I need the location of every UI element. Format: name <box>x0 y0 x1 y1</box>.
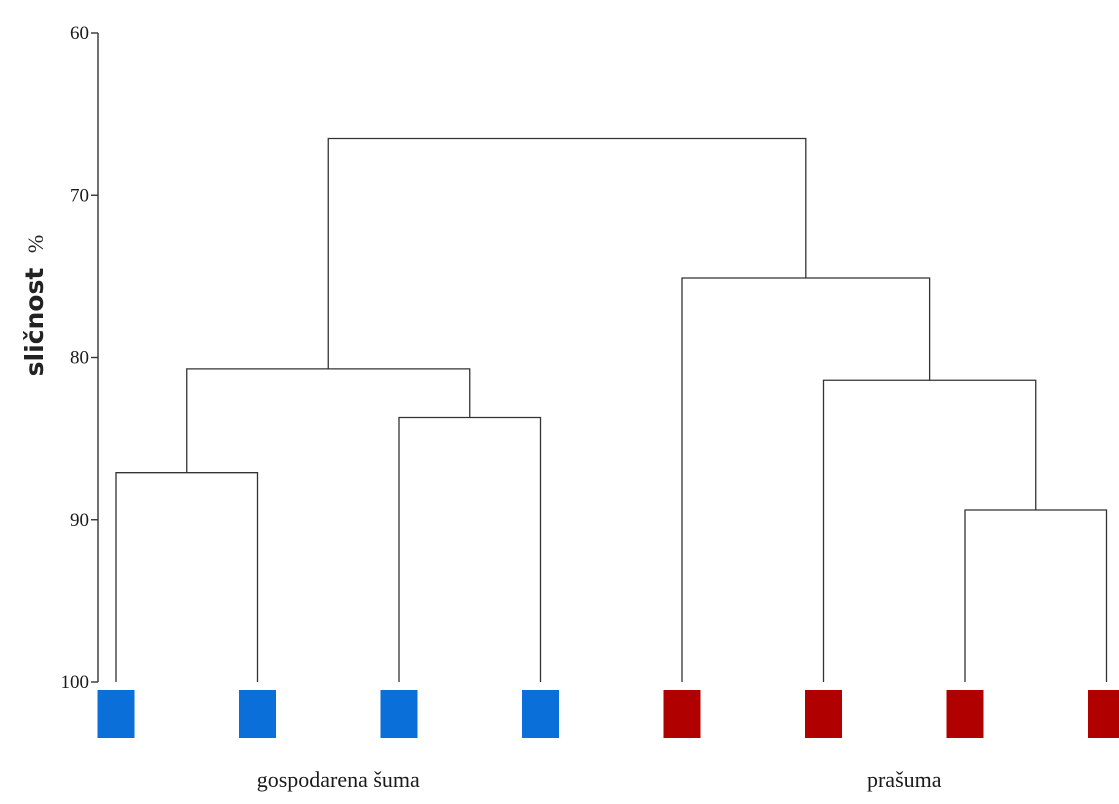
group-label: gospodarena šuma <box>257 767 420 792</box>
dendrogram-link <box>327 137 807 369</box>
y-axis: 60 70 80 90 100 <box>61 23 99 693</box>
dendrogram-link <box>681 277 931 682</box>
dendrogram-link <box>115 472 259 682</box>
y-axis-label: sličnost % <box>20 235 49 376</box>
dendrogram-link <box>186 368 471 473</box>
y-axis-title: sličnost <box>20 268 49 377</box>
y-tick-label: 70 <box>70 185 89 206</box>
dendrogram-link <box>398 416 542 682</box>
leaf-marker <box>522 690 559 738</box>
y-tick-label: 100 <box>61 672 90 693</box>
dendrogram-link <box>964 509 1108 682</box>
dendrogram-link <box>822 379 1037 682</box>
leaf-marker <box>663 690 701 738</box>
group-label: prašuma <box>867 767 942 792</box>
y-axis-unit: % <box>23 235 48 253</box>
leaf-marker <box>1088 690 1119 738</box>
dendrogram-links <box>115 137 1108 682</box>
leaf-marker <box>946 690 984 738</box>
y-tick-label: 90 <box>70 510 89 531</box>
y-tick-label: 60 <box>70 23 89 44</box>
group-labels: gospodarena šuma prašuma <box>257 767 942 792</box>
leaf-marker <box>97 690 135 738</box>
leaf-marker <box>380 690 418 738</box>
leaf-marker <box>239 690 276 738</box>
y-tick-label: 80 <box>70 348 89 369</box>
leaf-markers <box>97 690 1119 738</box>
leaf-marker <box>805 690 842 738</box>
